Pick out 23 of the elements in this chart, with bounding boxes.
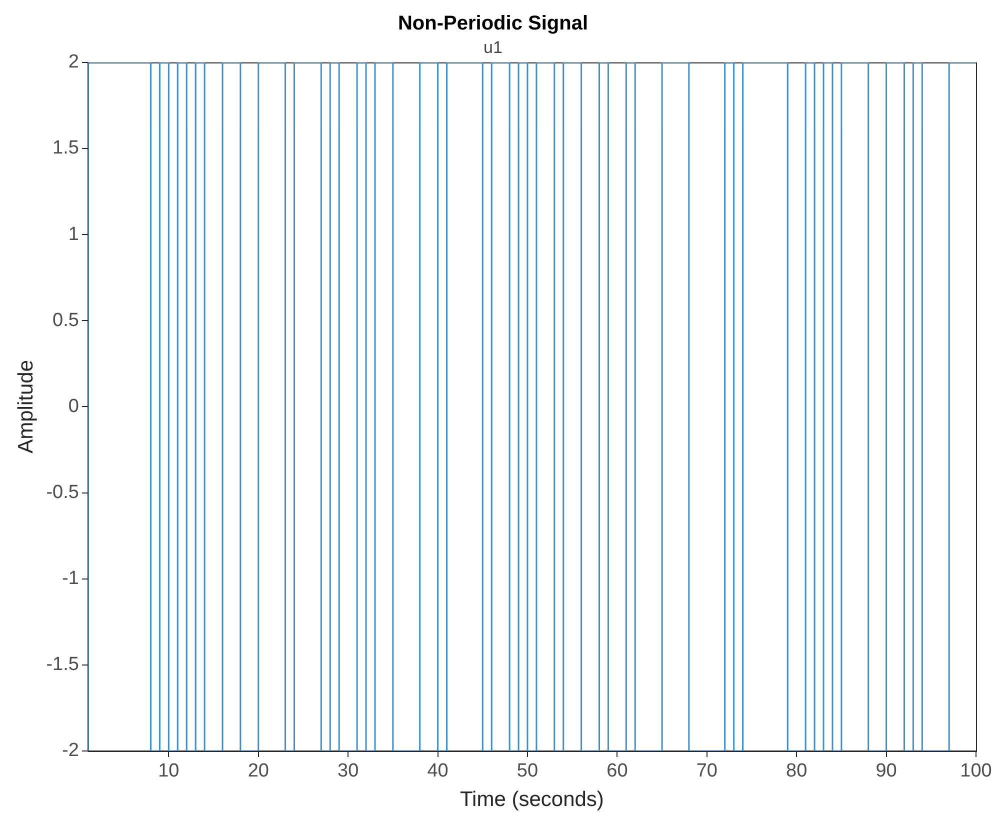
x-tick-label: 20: [248, 760, 269, 782]
x-tick-label: 100: [960, 760, 992, 782]
y-tick-label: 2: [68, 52, 79, 73]
y-tick-label: -1: [62, 568, 79, 590]
chart-title: Non-Periodic Signal: [398, 12, 588, 35]
chart-subtitle: u1: [484, 38, 502, 57]
x-tick-label: 50: [516, 760, 538, 782]
x-tick-label: 60: [606, 760, 628, 782]
y-tick-label: -1.5: [46, 654, 79, 676]
x-tick-label: 30: [338, 760, 359, 782]
x-tick-label: 80: [786, 760, 808, 782]
x-tick-label: 10: [158, 760, 180, 782]
y-tick-label: -0.5: [46, 482, 79, 504]
x-tick-label: 40: [427, 760, 448, 782]
x-tick-label: 70: [696, 760, 718, 782]
x-tick-label: 90: [876, 760, 897, 782]
y-tick-label: 1.5: [52, 138, 79, 159]
y-axis-title: Amplitude: [14, 360, 38, 454]
x-axis-title: Time (seconds): [460, 788, 604, 812]
y-tick-label: -2: [62, 740, 79, 762]
y-tick-label: 0: [68, 396, 79, 417]
y-tick-label: 1: [68, 224, 79, 245]
y-tick-label: 0.5: [52, 310, 79, 331]
